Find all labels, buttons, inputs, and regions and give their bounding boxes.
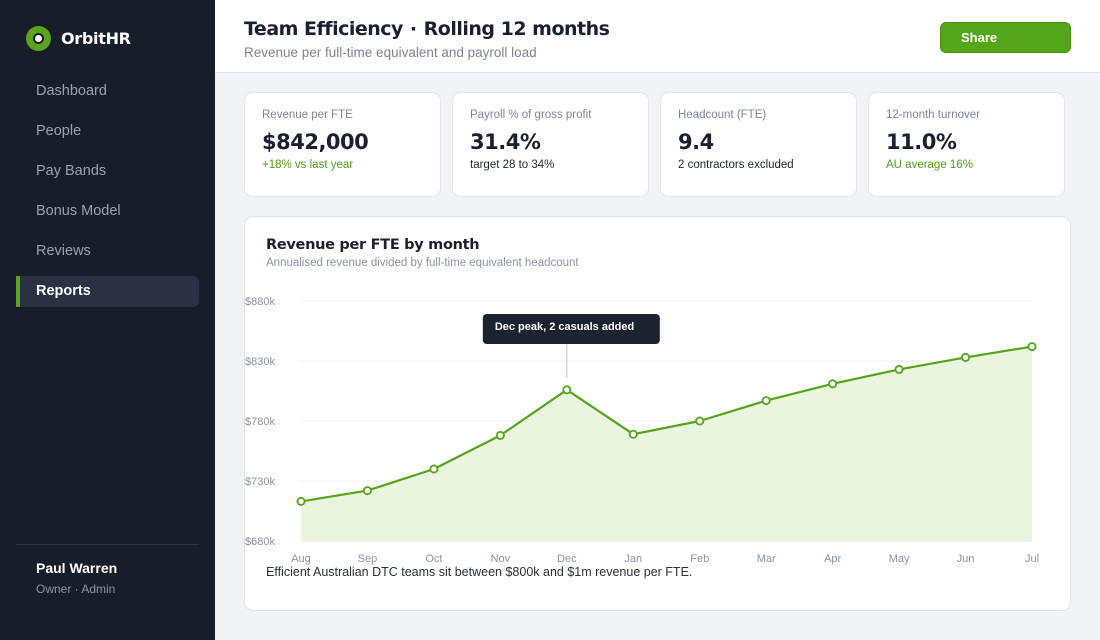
- kpi-card-revenue-per-fte: Revenue per FTE $842,000 +18% vs last ye…: [244, 92, 441, 197]
- x-tick-label: Jun: [957, 553, 975, 565]
- series-line: [300, 345, 1033, 503]
- data-point: [429, 464, 439, 474]
- page-title: Team Efficiency · Rolling 12 months: [244, 18, 610, 40]
- x-tick-label: Sep: [358, 553, 378, 565]
- user-name: Paul Warren: [36, 560, 118, 576]
- page-title-main: Team Efficiency: [244, 18, 403, 40]
- page-header: Team Efficiency · Rolling 12 months Revenu…: [215, 0, 1100, 73]
- kpi-note: target 28 to 34%: [470, 159, 555, 171]
- sidebar-item-dashboard[interactable]: Dashboard: [36, 83, 107, 99]
- chart-title: Revenue per FTE by month: [266, 237, 480, 253]
- x-tick-label: Dec: [557, 553, 577, 565]
- data-point: [894, 364, 904, 374]
- kpi-label: Headcount (FTE): [678, 109, 767, 121]
- data-point: [296, 496, 306, 506]
- x-tick-label: Mar: [757, 553, 776, 565]
- brand-name: OrbitHR: [61, 29, 131, 48]
- x-tick-label: Feb: [690, 553, 709, 565]
- x-tick-label: Jul: [1025, 553, 1039, 565]
- data-point: [1027, 342, 1037, 352]
- sidebar-item-reports[interactable]: Reports: [16, 276, 199, 307]
- x-tick-label: Apr: [824, 553, 841, 565]
- kpi-value: 31.4%: [470, 130, 541, 154]
- sidebar-item-bonus-model[interactable]: Bonus Model: [36, 203, 121, 219]
- kpi-label: Revenue per FTE: [262, 109, 353, 121]
- kpi-value: 11.0%: [886, 130, 957, 154]
- sidebar-item-pay-bands[interactable]: Pay Bands: [36, 163, 107, 179]
- x-tick-label: May: [889, 553, 910, 565]
- chart-footnote: Efficient Australian DTC teams sit betwe…: [266, 565, 693, 579]
- sidebar-item-people[interactable]: People: [36, 123, 82, 139]
- annotation-box: [482, 314, 660, 344]
- revenue-per-fte-chart: $880k $830k $780k $730k $680k Aug Sep Oct Nov Dec…: [245, 296, 1039, 565]
- kpi-note: AU average 16%: [886, 159, 973, 171]
- brand[interactable]: OrbitHR: [26, 26, 131, 51]
- x-tick-label: Oct: [425, 553, 442, 565]
- y-tick-label: $780k: [245, 416, 275, 428]
- kpi-value: $842,000: [262, 130, 369, 154]
- kpi-card-headcount: Headcount (FTE) 9.4 2 contractors exclud…: [660, 92, 857, 197]
- sidebar: OrbitHR Dashboard People Pay Bands Bonus…: [0, 0, 215, 640]
- data-point: [695, 416, 705, 426]
- share-button[interactable]: Share: [940, 22, 1071, 53]
- kpi-note: +18% vs last year: [262, 159, 354, 171]
- data-point: [628, 429, 638, 439]
- data-point: [495, 430, 505, 440]
- y-tick-label: $680k: [245, 536, 275, 548]
- orbit-logo-icon: [26, 26, 51, 51]
- data-point: [362, 486, 372, 496]
- user-profile[interactable]: Paul Warren Owner · Admin: [16, 544, 199, 596]
- x-tick-label: Jan: [624, 553, 642, 565]
- kpi-value: 9.4: [678, 130, 714, 154]
- annotation-text: Dec peak, 2 casuals added: [495, 321, 634, 333]
- y-tick-label: $730k: [245, 476, 275, 488]
- data-point: [761, 396, 771, 406]
- kpi-label: Payroll % of gross profit: [470, 109, 592, 121]
- page-title-period: Rolling 12 months: [423, 18, 610, 40]
- chart-subtitle: Annualised revenue divided by full-time …: [266, 257, 579, 269]
- data-point: [828, 379, 838, 389]
- data-point: [562, 385, 572, 395]
- y-tick-label: $880k: [245, 296, 275, 308]
- sidebar-item-reviews[interactable]: Reviews: [36, 243, 91, 259]
- user-role: Owner · Admin: [36, 582, 116, 596]
- chart-card: $880k $830k $780k $730k $680k Aug Sep Oct Nov Dec…: [244, 216, 1071, 611]
- series-area: [301, 346, 1032, 541]
- kpi-note: 2 contractors excluded: [678, 159, 794, 171]
- title-separator: ·: [409, 18, 417, 40]
- y-tick-label: $830k: [245, 356, 275, 368]
- kpi-label: 12-month turnover: [886, 109, 980, 121]
- kpi-card-turnover: 12-month turnover 11.0% AU average 16%: [868, 92, 1065, 197]
- data-point: [961, 352, 971, 362]
- page-subtitle: Revenue per full-time equivalent and pay…: [244, 45, 537, 60]
- sidebar-nav: Dashboard People Pay Bands Bonus Model R…: [16, 76, 199, 316]
- x-tick-label: Nov: [491, 553, 511, 565]
- kpi-card-payroll-percent: Payroll % of gross profit 31.4% target 2…: [452, 92, 649, 197]
- x-tick-label: Aug: [291, 553, 311, 565]
